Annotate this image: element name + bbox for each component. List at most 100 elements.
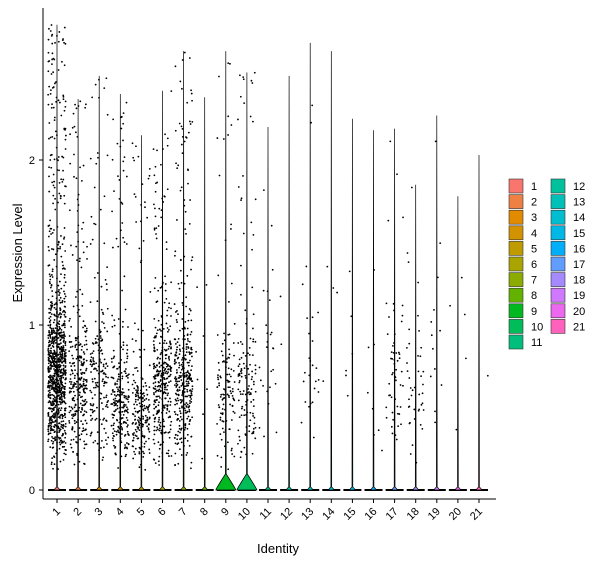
data-point [58,386,61,389]
data-point [74,103,76,106]
data-point [47,415,50,417]
data-point [216,386,219,388]
data-point [258,426,261,429]
data-point [70,383,72,385]
data-point [163,195,166,198]
data-point [57,243,60,246]
data-point [59,358,62,361]
data-point [89,243,92,245]
data-point [57,247,59,250]
data-point [271,268,274,271]
data-point [111,432,114,435]
data-point [419,423,422,426]
data-point [248,425,251,427]
data-point [160,351,163,354]
data-point [51,87,54,89]
data-point [164,388,166,391]
data-point [71,372,74,375]
data-point [413,408,416,411]
data-point [158,342,161,345]
data-point [114,447,116,449]
data-point [191,365,193,367]
data-point [63,357,66,360]
data-point [52,321,55,324]
data-point [156,428,159,431]
data-point [158,361,161,364]
data-point [186,274,189,277]
data-point [217,361,220,364]
data-point [51,302,53,305]
data-point [181,302,184,304]
violin-6 [159,90,166,491]
data-point [82,351,85,353]
violin-group-16 [370,130,377,491]
data-point [122,320,124,323]
data-point [252,338,255,341]
data-point [116,142,119,145]
data-point [54,368,57,371]
data-point [58,332,61,334]
data-point [231,387,234,390]
data-point [113,355,116,358]
data-point [63,395,65,398]
data-point [240,293,242,296]
data-point [111,158,114,161]
data-point [175,382,178,385]
data-point [54,372,56,375]
data-point [387,219,390,222]
data-point [190,394,193,397]
data-point [167,364,169,367]
data-point [117,373,120,376]
data-point [115,395,118,397]
data-point [63,440,65,443]
data-point [252,340,255,343]
violin-11 [265,126,271,491]
data-point [167,357,170,360]
data-point [144,414,147,417]
data-point [93,222,96,225]
data-point [178,380,181,383]
legend-item-21: 21 [550,319,585,334]
data-point [93,368,95,370]
data-point [82,427,85,430]
data-point [164,383,166,386]
data-point [179,350,182,352]
data-point [83,358,85,361]
legend-item-16: 16 [550,241,585,256]
data-point [187,182,189,185]
data-point [80,361,83,363]
data-point [57,284,60,287]
data-point [83,378,85,380]
data-point [48,137,50,140]
data-point [146,419,149,422]
data-point [137,388,139,390]
data-point [186,388,189,391]
data-point [105,283,108,285]
data-point [186,382,188,385]
data-point [148,403,151,406]
data-point [72,385,74,388]
data-point [85,401,88,403]
data-point [73,382,76,384]
data-point [59,391,62,394]
data-point [58,422,60,425]
data-point [165,342,168,345]
data-point [408,377,411,379]
data-point [59,355,62,358]
data-point [72,112,75,115]
data-point [100,361,103,364]
data-point [49,336,52,339]
data-point [238,358,241,361]
data-point [180,379,183,381]
data-point [60,287,63,290]
data-point [62,459,65,461]
data-point [64,354,67,357]
data-point [169,404,172,406]
data-point [422,370,425,373]
data-point [145,384,148,387]
legend-item-1: 1 [508,178,537,194]
data-point [160,209,163,212]
data-point [64,128,66,131]
data-point [191,99,193,102]
x-tick-label: 12 [278,506,295,523]
